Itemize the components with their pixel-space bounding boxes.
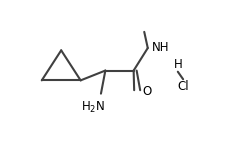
Text: O: O [141,85,151,98]
Text: NH: NH [151,41,168,54]
Text: H$_2$N: H$_2$N [81,99,105,115]
Text: Cl: Cl [177,80,188,93]
Text: H: H [173,58,181,71]
